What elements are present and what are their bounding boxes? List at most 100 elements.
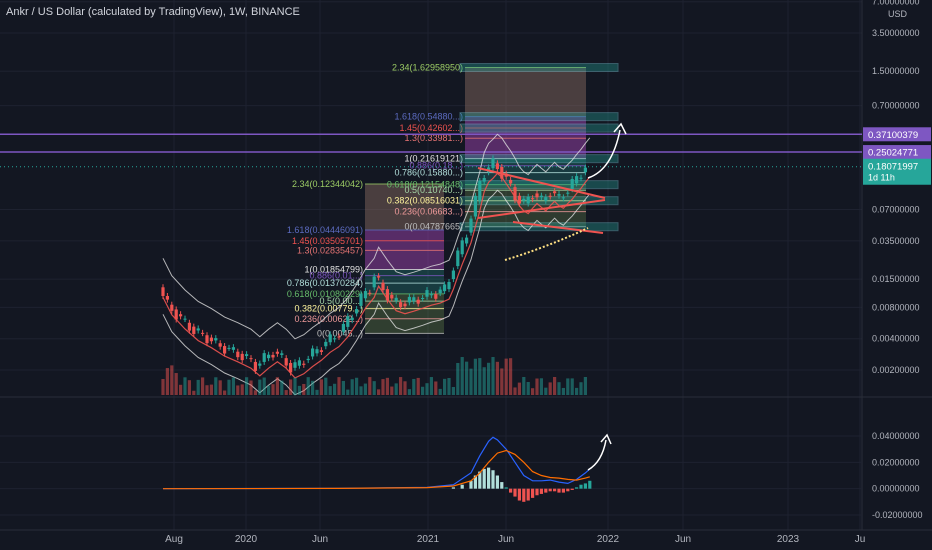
x-tick-label: Jun <box>312 534 328 545</box>
candle <box>456 250 460 267</box>
macd-histogram-bar <box>531 488 535 498</box>
candle <box>240 353 244 361</box>
fib-label-large: 0.382(0.08516031) <box>387 196 463 206</box>
fib-label-large: 0(0.04787665) <box>404 222 463 232</box>
macd-histogram-bar <box>526 488 530 501</box>
macd-projection-arrow <box>587 439 607 471</box>
volume-bar <box>500 368 504 395</box>
last-price-label: 0.18071997 <box>868 162 918 173</box>
currency-label: USD <box>888 9 907 19</box>
volume-bar <box>324 377 328 395</box>
fib-label-small: 0.236(0.00622...) <box>294 314 363 324</box>
volume-bar <box>179 384 183 395</box>
y-tick-label: 7.00000000 <box>872 0 920 7</box>
last-price-badge <box>863 158 931 185</box>
trendline-base <box>512 221 604 234</box>
fib-label-large: 0.786(0.15880...) <box>394 168 463 178</box>
volume-bar <box>553 377 557 395</box>
candle <box>447 281 451 290</box>
macd-histogram-bar <box>504 487 508 489</box>
macd-histogram-bar <box>513 488 517 497</box>
bollinger-upper <box>162 133 591 340</box>
volume-bar <box>561 387 565 395</box>
macd-histogram-bar <box>478 471 482 489</box>
trendline-lower <box>477 199 606 219</box>
candle <box>328 334 332 343</box>
volume-bar <box>513 387 517 395</box>
candle <box>403 303 407 307</box>
volume-bar <box>381 379 385 395</box>
x-tick-label: 2021 <box>417 534 440 545</box>
candle <box>333 338 337 340</box>
macd-histogram-bar <box>561 488 565 493</box>
candle <box>495 163 499 170</box>
macd-histogram-bar <box>469 480 473 489</box>
x-tick-label: Aug <box>165 534 183 545</box>
volume-bar <box>183 377 187 395</box>
candle <box>218 343 222 347</box>
candle <box>355 309 359 314</box>
candle <box>293 362 297 368</box>
macd-histogram-bar <box>495 475 499 489</box>
fib-label-large: 0.886(0.18...) <box>409 161 463 171</box>
candle <box>557 194 561 196</box>
fib-label-large: 1.3(0.33981...) <box>404 133 463 143</box>
x-tick-label: Ju <box>855 534 866 545</box>
candle <box>385 289 389 301</box>
candle <box>205 335 209 344</box>
volume-bar <box>368 377 372 395</box>
candle <box>381 282 385 291</box>
volume-bar <box>535 378 539 395</box>
macd-line <box>162 436 591 490</box>
volume-bar <box>236 385 240 395</box>
volume-bar <box>425 383 429 395</box>
volume-bar <box>201 377 205 395</box>
candle <box>275 351 279 354</box>
macd-histogram-bar <box>579 484 583 489</box>
candle <box>196 328 200 331</box>
volume-bar <box>421 386 425 395</box>
volume-bar <box>473 358 477 395</box>
candle <box>535 193 539 198</box>
volume-bar <box>337 377 341 395</box>
fib-label-large: 1(0.21619121) <box>404 154 463 164</box>
volume-bar <box>359 386 363 395</box>
target-box <box>459 123 619 133</box>
candle <box>451 270 455 280</box>
y-tick-label: 0.01500000 <box>872 274 920 284</box>
candle <box>434 294 438 299</box>
candle <box>473 195 477 217</box>
x-tick-label: 2022 <box>597 534 620 545</box>
candle <box>231 347 235 350</box>
candle <box>539 195 543 198</box>
signal-line <box>162 449 590 490</box>
volume-bar <box>460 357 464 395</box>
volume-bar <box>451 386 455 395</box>
fib-label-small: 1.45(0.03505701) <box>292 236 363 246</box>
candle <box>306 358 310 361</box>
macd-projection-arrowhead <box>600 433 612 445</box>
y-tick-label: 0.03500000 <box>872 236 920 246</box>
volume-bar <box>385 377 389 395</box>
volume-bar <box>249 380 253 395</box>
candle <box>253 361 257 371</box>
volume-bar <box>187 380 191 395</box>
volume-bar <box>469 368 473 395</box>
candle <box>324 341 328 347</box>
candle <box>407 296 411 303</box>
y-tick-label: 0.07000000 <box>872 205 920 215</box>
volume-bar <box>412 378 416 395</box>
volume-bar <box>399 377 403 395</box>
volume-bar <box>218 380 222 395</box>
moving-average <box>162 172 591 379</box>
y-tick-label: 1.50000000 <box>872 66 920 76</box>
y-tick-label: 0.00200000 <box>872 365 920 375</box>
macd-histogram-bar <box>583 483 587 489</box>
volume-bar <box>526 382 530 395</box>
fib-label-small: 0.618(0.01080229) <box>287 289 363 299</box>
volume-bar <box>196 379 200 395</box>
volume-bar <box>491 357 495 395</box>
volume-bar <box>271 384 275 395</box>
candle <box>192 326 196 334</box>
